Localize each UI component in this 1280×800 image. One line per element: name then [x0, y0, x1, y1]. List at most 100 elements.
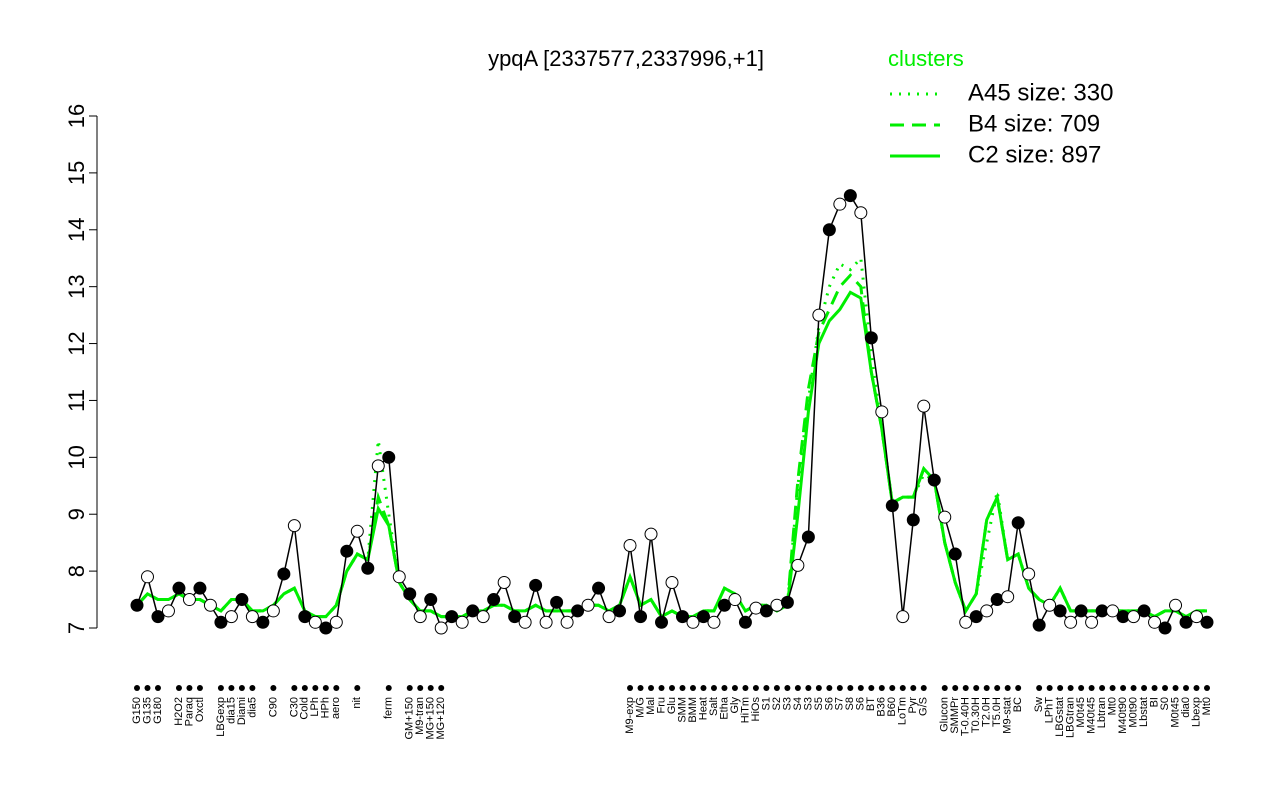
- rug-mark: [731, 685, 738, 691]
- point: [350, 524, 364, 538]
- rug-mark: [1067, 685, 1074, 691]
- x-tick-label: Etha: [718, 696, 730, 720]
- rug-mark: [847, 685, 854, 691]
- point: [560, 615, 574, 629]
- rug-mark: [154, 685, 161, 691]
- point: [361, 561, 375, 575]
- point: [812, 308, 826, 322]
- y-tick-label: 12: [64, 331, 89, 355]
- point: [780, 595, 794, 609]
- rug-mark: [742, 685, 749, 691]
- chart-title: ypqA [2337577,2337996,+1]: [488, 46, 764, 71]
- point: [791, 558, 805, 572]
- point: [224, 610, 238, 624]
- x-tick-label: C30: [288, 697, 300, 717]
- point: [329, 615, 343, 629]
- point: [665, 575, 679, 589]
- point: [508, 610, 522, 624]
- point: [644, 527, 658, 541]
- rug-mark: [941, 685, 948, 691]
- y-tick-label: 16: [64, 104, 89, 128]
- point: [340, 544, 354, 558]
- x-tick-label: Glu: [666, 697, 678, 714]
- point: [613, 604, 627, 618]
- point: [1064, 615, 1078, 629]
- rug-mark: [889, 685, 896, 691]
- x-tick-label: Mal: [645, 697, 657, 715]
- rug-mark: [301, 685, 308, 691]
- point: [455, 615, 469, 629]
- point: [969, 610, 983, 624]
- x-tick-label: M9-tran: [414, 697, 426, 735]
- rug-mark: [238, 685, 245, 691]
- rug-mark: [805, 685, 812, 691]
- x-tick-label: T2.0H: [981, 697, 993, 727]
- rug-mark: [878, 685, 885, 691]
- point: [822, 223, 836, 237]
- rug-mark: [1046, 685, 1053, 691]
- rug-mark: [322, 685, 329, 691]
- x-tick-label: nit: [351, 697, 363, 709]
- x-tick-label: S4: [792, 697, 804, 710]
- x-tick-label: MG+150: [425, 697, 437, 740]
- point: [140, 570, 154, 584]
- point: [371, 459, 385, 473]
- point: [959, 615, 973, 629]
- x-tick-label: M0t45: [1169, 697, 1181, 728]
- x-tick-label: Mt0: [1106, 697, 1118, 715]
- x-tick-label: aero: [330, 697, 342, 719]
- point: [413, 610, 427, 624]
- x-tick-label: Lbexp: [1190, 697, 1202, 727]
- point: [1106, 604, 1120, 618]
- rug-mark: [784, 685, 791, 691]
- x-tick-label: S6: [855, 697, 867, 710]
- legend-label: A45 size: 330: [968, 79, 1113, 106]
- point: [193, 581, 207, 595]
- rug-mark: [700, 685, 707, 691]
- y-tick-label: 8: [64, 565, 89, 577]
- point: [696, 610, 710, 624]
- point: [655, 615, 669, 629]
- point: [833, 197, 847, 211]
- point: [581, 598, 595, 612]
- x-tick-label: GM+150: [404, 697, 416, 740]
- point: [203, 598, 217, 612]
- point: [1011, 516, 1025, 530]
- point: [980, 604, 994, 618]
- rug-mark: [1193, 685, 1200, 691]
- rug-mark: [752, 685, 759, 691]
- rug-mark: [1183, 685, 1190, 691]
- x-tick-label: Glucon: [939, 697, 951, 732]
- x-tick-label: M40t45: [1086, 697, 1098, 734]
- point: [843, 189, 857, 203]
- point: [214, 615, 228, 629]
- point: [728, 593, 742, 607]
- rug-mark: [291, 685, 298, 691]
- legend-label: C2 size: 897: [968, 141, 1101, 168]
- rug-mark: [962, 685, 969, 691]
- point: [266, 604, 280, 618]
- point: [497, 575, 511, 589]
- rug-mark: [1078, 685, 1085, 691]
- y-tick-label: 11: [64, 389, 89, 412]
- point: [518, 615, 532, 629]
- point: [1127, 610, 1141, 624]
- point: [1053, 604, 1067, 618]
- point: [487, 593, 501, 607]
- x-tick-label: LoTm: [897, 697, 909, 725]
- x-tick-label: G150: [131, 697, 143, 724]
- x-tick-label: HiTm: [739, 697, 751, 723]
- rug-mark: [1057, 685, 1064, 691]
- rug-mark: [1204, 685, 1210, 691]
- main-line: [136, 194, 1208, 630]
- point: [864, 331, 878, 345]
- rug-mark: [1004, 685, 1011, 691]
- rug-mark: [333, 685, 340, 691]
- point: [172, 581, 186, 595]
- point: [476, 610, 490, 624]
- y-tick-label: 14: [64, 218, 89, 242]
- x-tick-label: BI: [1148, 697, 1160, 707]
- rug-mark: [983, 685, 990, 691]
- point: [1032, 618, 1046, 632]
- x-tick-label: BT: [865, 697, 877, 711]
